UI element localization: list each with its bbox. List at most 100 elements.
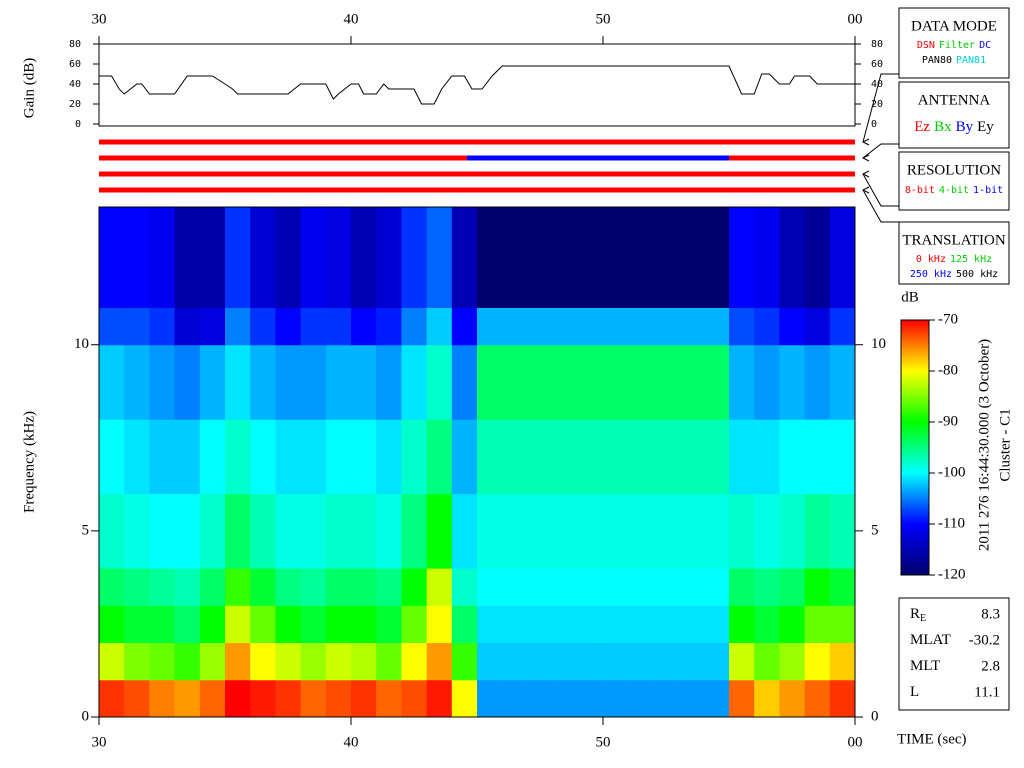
heat-cell	[678, 344, 705, 420]
heat-cell	[703, 419, 730, 495]
heat-cell	[250, 568, 276, 606]
y-tick-label: 60	[871, 59, 883, 70]
heat-cell	[426, 344, 453, 420]
heat-cell	[779, 568, 806, 606]
heat-cell	[99, 493, 125, 569]
heat-cell	[477, 605, 503, 644]
heat-cell	[603, 568, 629, 606]
heat-cell	[225, 207, 251, 309]
heat-cell	[325, 493, 352, 569]
arrowhead	[861, 186, 870, 194]
heat-cell	[124, 642, 150, 681]
heat-cell	[779, 207, 806, 309]
heat-cell	[325, 605, 352, 644]
heat-cell	[149, 605, 176, 644]
info-value: -30.2	[969, 632, 1000, 648]
y-tick-label: 0	[82, 708, 90, 724]
heat-cell	[577, 568, 604, 606]
colorbar-tick-label: -80	[938, 362, 958, 378]
heat-cell	[703, 605, 730, 644]
heat-cell	[804, 605, 831, 644]
heat-cell	[300, 207, 327, 309]
heat-cell	[829, 679, 856, 718]
heat-cell	[174, 344, 201, 420]
heat-cell	[300, 605, 327, 644]
heat-cell	[124, 568, 150, 606]
heat-cell	[124, 493, 150, 569]
heat-cell	[703, 344, 730, 420]
legend-item: Bx	[934, 119, 952, 135]
heat-cell	[99, 679, 125, 718]
legend-row: PAN80 PAN81	[922, 55, 986, 66]
heat-cell	[477, 642, 503, 681]
heat-cell	[250, 344, 276, 420]
heat-cell	[678, 642, 705, 681]
heat-cell	[653, 419, 680, 495]
heat-cell	[124, 679, 150, 718]
heat-cell	[325, 344, 352, 420]
heat-cell	[426, 493, 453, 569]
heat-cell	[754, 679, 780, 718]
heat-cell	[754, 642, 780, 681]
heat-cell	[729, 642, 755, 681]
y-tick-label: 60	[69, 59, 81, 70]
heat-cell	[351, 419, 377, 495]
heat-cell	[325, 307, 352, 346]
heat-cell	[653, 679, 680, 718]
heat-cell	[477, 307, 503, 346]
heat-cell	[829, 344, 856, 420]
info-label-sub: E	[920, 613, 926, 624]
heat-cell	[477, 207, 503, 309]
heat-cell	[325, 419, 352, 495]
gain-line	[99, 65, 855, 105]
heat-cell	[250, 419, 276, 495]
heat-cell	[729, 307, 755, 346]
heat-cell	[653, 642, 680, 681]
heat-cell	[250, 679, 276, 718]
heat-cell	[174, 642, 201, 681]
heat-cell	[779, 679, 806, 718]
legend-row: 250 kHz 500 kHz	[910, 269, 998, 280]
y-tick-label: 0	[871, 708, 879, 724]
heat-cell	[577, 679, 604, 718]
legend-title: DATA MODE	[911, 18, 997, 34]
heat-cell	[351, 679, 377, 718]
heat-cell	[502, 605, 528, 644]
heat-cell	[678, 207, 705, 309]
heat-cell	[754, 307, 780, 346]
heat-cell	[729, 568, 755, 606]
legend-item: DSN	[917, 40, 935, 51]
heat-cell	[376, 493, 402, 569]
heat-cell	[477, 568, 503, 606]
heat-cell	[351, 307, 377, 346]
heat-cell	[552, 642, 579, 681]
heat-cell	[225, 307, 251, 346]
heat-cell	[199, 642, 226, 681]
legend-item: PAN81	[956, 55, 986, 66]
heat-cell	[603, 344, 629, 420]
heat-cell	[678, 419, 705, 495]
heat-cell	[174, 207, 201, 309]
legend-item: Ey	[977, 119, 994, 135]
x-axis-label: TIME (sec)	[897, 731, 967, 747]
heat-cell	[149, 493, 176, 569]
heat-cell	[603, 679, 629, 718]
heat-frame	[98, 206, 856, 718]
heat-cell	[401, 344, 428, 420]
heat-cell	[199, 605, 226, 644]
heat-cell	[703, 307, 730, 346]
connector	[862, 143, 899, 159]
heat-cell	[451, 642, 478, 681]
legend-box	[898, 81, 1010, 149]
heat-cell	[124, 605, 150, 644]
heat-cell	[603, 207, 629, 309]
heat-cell	[451, 568, 478, 606]
heat-cell	[149, 642, 176, 681]
heat-cell	[527, 344, 554, 420]
legend-item: 8-bit	[905, 185, 935, 196]
heat-cell	[779, 344, 806, 420]
info-label: RE	[910, 606, 926, 624]
heat-cell	[628, 679, 654, 718]
heat-cell	[225, 679, 251, 718]
